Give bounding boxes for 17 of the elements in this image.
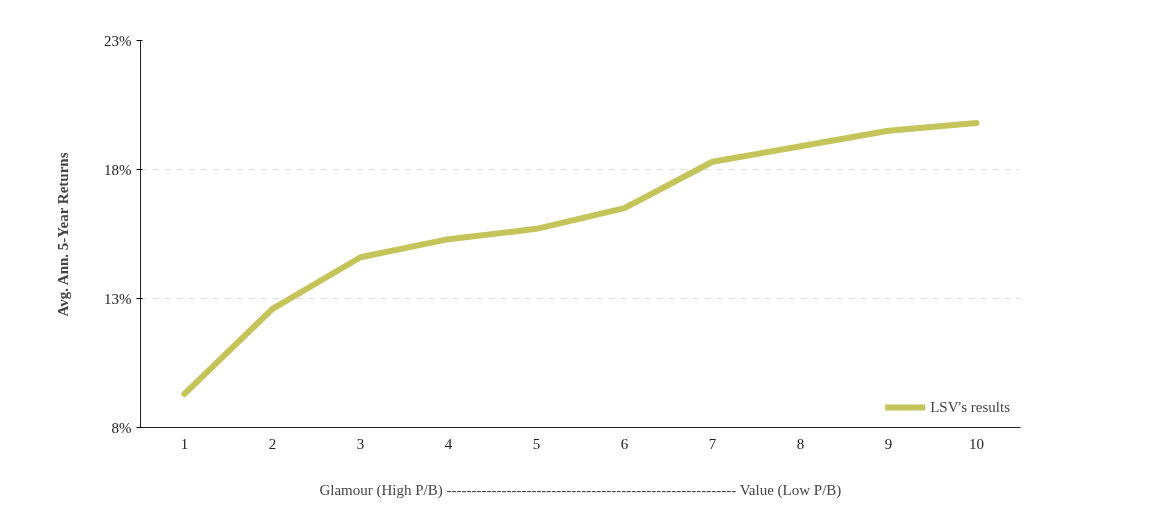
x-tick-label: 3	[356, 435, 365, 452]
x-tick-label: 4	[444, 435, 453, 452]
y-axis-title: Avg. Ann. 5-Year Returns	[55, 152, 71, 317]
x-tick-label: 9	[884, 435, 893, 452]
y-tick-label: 18%	[104, 161, 132, 178]
legend-label: LSV's results	[930, 398, 1010, 416]
x-axis-title: Glamour (High P/B) ---------------------------------------------------------- Value (Low P/B)	[319, 481, 842, 499]
x-tick-label: 2	[268, 435, 277, 452]
x-tick-label: 5	[532, 435, 541, 452]
y-tick-label: 8%	[111, 419, 132, 436]
x-tick-label: 6	[620, 435, 629, 452]
x-tick-label: 8	[796, 435, 805, 452]
x-tick-label: 10	[969, 435, 984, 452]
y-tick-label: 13%	[104, 290, 132, 307]
x-tick-label: 7	[708, 435, 717, 452]
x-tick-label: 1	[180, 435, 189, 452]
y-tick-label: 23%	[104, 32, 132, 49]
